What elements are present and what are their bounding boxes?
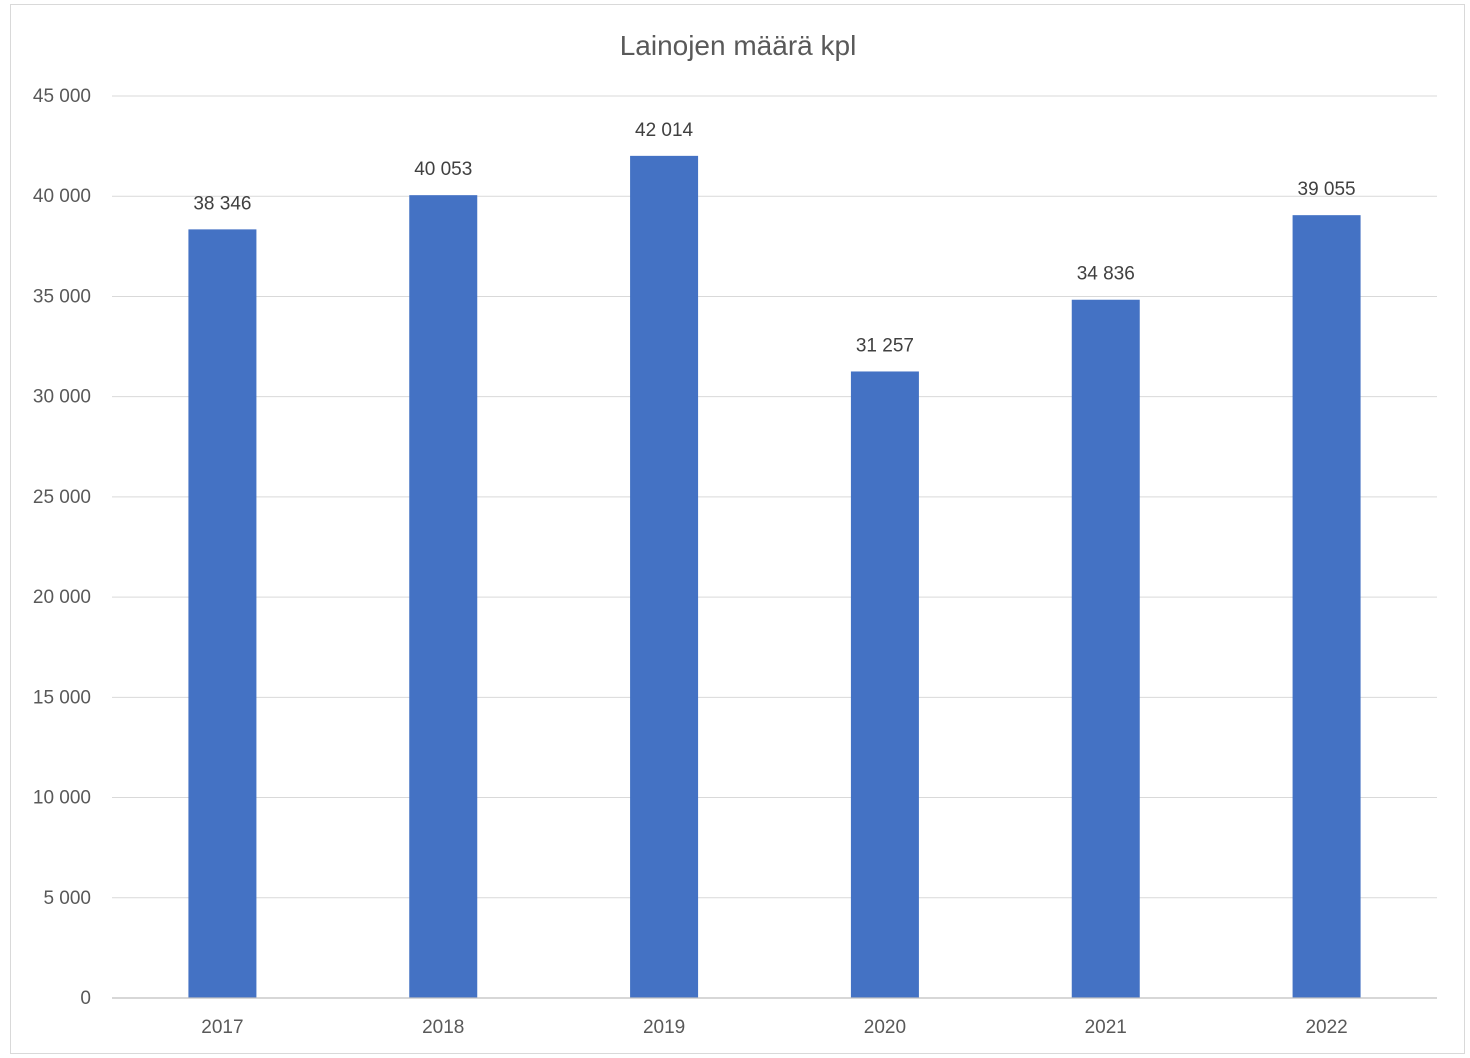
bar-2020 xyxy=(850,371,919,998)
data-label: 31 257 xyxy=(856,335,914,356)
x-axis-tick-labels: 2017 2018 2019 2020 2021 2022 xyxy=(201,1017,1347,1038)
y-tick-label: 30 000 xyxy=(33,387,91,408)
y-tick-label: 45 000 xyxy=(33,86,91,107)
chart-title: Lainojen määrä kpl xyxy=(620,30,857,61)
bar-2021 xyxy=(1071,299,1140,999)
y-tick-label: 0 xyxy=(80,988,91,1009)
bar-2017 xyxy=(188,229,257,998)
bar-2022 xyxy=(1292,215,1361,999)
data-label: 34 836 xyxy=(1077,264,1135,285)
x-tick-label: 2018 xyxy=(422,1017,464,1038)
y-tick-label: 5 000 xyxy=(43,888,91,909)
y-tick-label: 20 000 xyxy=(33,587,91,608)
y-tick-label: 15 000 xyxy=(33,687,91,708)
x-tick-label: 2022 xyxy=(1305,1017,1347,1038)
bar-2018 xyxy=(409,195,478,999)
data-label: 38 346 xyxy=(193,193,251,214)
data-labels: 38 346 40 053 42 014 31 257 34 836 39 055 xyxy=(193,120,1355,357)
data-label: 42 014 xyxy=(635,120,694,141)
y-tick-label: 25 000 xyxy=(33,487,91,508)
data-label: 39 055 xyxy=(1298,179,1356,200)
x-tick-label: 2017 xyxy=(201,1017,243,1038)
y-tick-label: 35 000 xyxy=(33,286,91,307)
x-tick-label: 2019 xyxy=(643,1017,685,1038)
y-tick-label: 10 000 xyxy=(33,788,91,809)
x-tick-label: 2020 xyxy=(864,1017,906,1038)
bar-2019 xyxy=(630,155,699,998)
y-tick-label: 40 000 xyxy=(33,186,91,207)
bars xyxy=(188,155,1361,999)
x-tick-label: 2021 xyxy=(1085,1017,1127,1038)
y-axis-tick-labels: 0 5 000 10 000 15 000 20 000 25 000 30 000 35 0… xyxy=(33,86,91,1009)
data-label: 40 053 xyxy=(414,159,472,180)
gridlines xyxy=(112,95,1437,899)
